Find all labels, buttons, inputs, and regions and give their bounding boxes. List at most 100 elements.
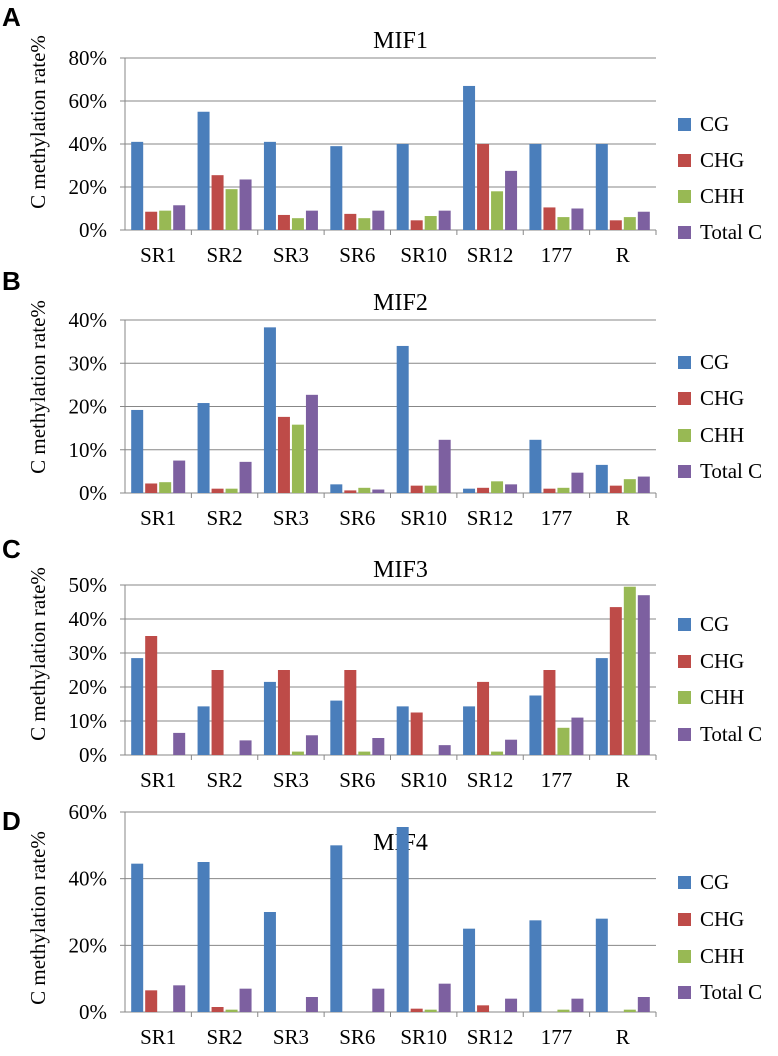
bar-cg — [529, 920, 542, 1012]
bar-total-c — [372, 489, 385, 493]
y-tick-label: 0% — [79, 743, 107, 767]
legend-label: CHG — [700, 386, 744, 410]
x-tick-label: SR3 — [273, 1025, 309, 1049]
bar-total-c — [571, 208, 584, 230]
bar-chh — [225, 1009, 238, 1012]
legend-label: Total C — [700, 722, 762, 746]
bar-total-c — [173, 205, 186, 230]
x-tick-label: 177 — [541, 1025, 573, 1049]
bar-cg — [197, 111, 210, 230]
x-tick-label: SR3 — [273, 506, 309, 530]
bar-total-c — [239, 740, 252, 755]
x-tick-label: SR10 — [400, 506, 447, 530]
bar-chg — [410, 485, 423, 493]
legend-swatch — [678, 190, 691, 203]
bar-chg — [344, 213, 357, 230]
x-tick-label: SR2 — [206, 1025, 242, 1049]
y-tick-label: 0% — [79, 481, 107, 505]
bar-chh — [623, 479, 636, 493]
y-tick-label: 40% — [69, 867, 108, 891]
bar-cg — [197, 862, 210, 1012]
chart-panel-a: A MIF1 0% 20% 40% 60% 80% C methylation rate% SR… — [2, 2, 762, 267]
legend-swatch — [678, 913, 691, 926]
legend-label: CHH — [700, 423, 744, 447]
x-tick-label: R — [616, 1025, 630, 1049]
y-tick-label: 40% — [69, 132, 108, 156]
bar-total-c — [305, 394, 318, 493]
bar-chh — [225, 488, 238, 493]
y-tick-label: 40% — [69, 607, 108, 631]
legend-label: CG — [700, 870, 729, 894]
bar-chh — [557, 217, 570, 230]
bar-chh — [557, 487, 570, 493]
bar-chh — [358, 751, 371, 755]
y-axis-label: C methylation rate% — [26, 567, 50, 741]
bar-chg — [477, 1005, 490, 1012]
legend-label: Total C — [700, 980, 762, 1004]
panel-letter: B — [2, 266, 21, 296]
bar-chg — [344, 490, 357, 493]
bar-total-c — [173, 732, 186, 755]
y-tick-label: 0% — [79, 1000, 107, 1024]
legend-label: CG — [700, 612, 729, 636]
bar-chh — [291, 751, 304, 755]
bar-chh — [424, 1009, 437, 1012]
x-tick-label: SR6 — [339, 768, 375, 792]
y-tick-label: 40% — [69, 308, 108, 332]
bar-total-c — [305, 210, 318, 230]
y-tick-label: 20% — [69, 395, 108, 419]
bar-chh — [623, 586, 636, 755]
chart-panel-b: B MIF2 0% 10% 20% 30% 40% C methylation rate% SR… — [2, 266, 762, 530]
bar-cg — [529, 695, 542, 755]
bar-cg — [330, 845, 343, 1012]
bar-cg — [595, 144, 608, 230]
bar-cg — [131, 863, 144, 1012]
bar-total-c — [372, 210, 385, 230]
bar-total-c — [438, 439, 451, 493]
bar-total-c — [173, 985, 186, 1012]
bar-chg — [410, 220, 423, 230]
legend-swatch — [678, 392, 691, 405]
bar-total-c — [305, 735, 318, 755]
bar-chh — [623, 1009, 636, 1012]
y-axis-label: C methylation rate% — [26, 831, 50, 1005]
bar-total-c — [438, 210, 451, 230]
bar-total-c — [173, 460, 186, 493]
bar-total-c — [239, 461, 252, 493]
bar-cg — [529, 439, 542, 493]
x-tick-label: SR1 — [140, 768, 176, 792]
bar-chg — [277, 416, 290, 493]
y-tick-label: 30% — [69, 351, 108, 375]
x-tick-label: SR12 — [467, 768, 514, 792]
panel-letter: A — [2, 2, 21, 32]
chart-panel-d: DMIF40%20%40%60%C methylation rate%SR1SR… — [2, 800, 762, 1049]
bar-total-c — [239, 179, 252, 230]
bar-chg — [543, 488, 556, 493]
y-tick-label: 0% — [79, 218, 107, 242]
bar-cg — [463, 85, 476, 230]
x-tick-label: R — [616, 768, 630, 792]
bar-cg — [330, 484, 343, 493]
bar-cg — [197, 403, 210, 493]
bar-total-c — [637, 997, 650, 1012]
legend-label: CHG — [700, 649, 744, 673]
bar-cg — [595, 464, 608, 493]
bar-chg — [543, 670, 556, 755]
legend-swatch — [678, 154, 691, 167]
bar-chh — [557, 1009, 570, 1012]
x-tick-label: R — [616, 506, 630, 530]
y-tick-label: 20% — [69, 933, 108, 957]
chart-title: MIF3 — [373, 557, 428, 583]
x-tick-label: SR2 — [206, 243, 242, 267]
bar-cg — [529, 144, 542, 230]
y-tick-label: 60% — [69, 89, 108, 113]
bar-chh — [358, 487, 371, 493]
bar-total-c — [571, 998, 584, 1012]
bar-chg — [211, 488, 224, 493]
bar-total-c — [438, 745, 451, 755]
bar-chh — [491, 191, 504, 230]
legend-swatch — [678, 618, 691, 631]
legend-label: CG — [700, 350, 729, 374]
bar-chg — [477, 144, 490, 230]
